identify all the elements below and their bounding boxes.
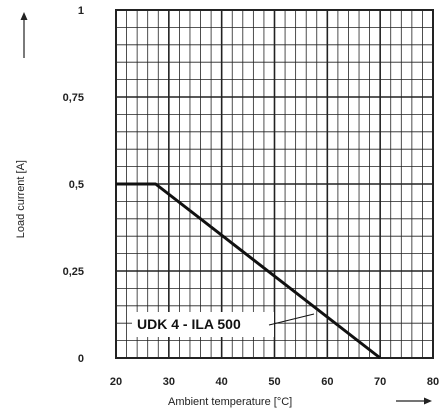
series-layer [116, 182, 382, 360]
y-axis-label: Load current [A] [15, 160, 27, 238]
x-tick-label: 70 [374, 376, 386, 388]
x-tick-label: 30 [163, 376, 175, 388]
y-tick-label: 0 [78, 353, 84, 365]
annotation-layer: UDK 4 - ILA 500 [132, 312, 315, 337]
annotation-background [132, 312, 274, 337]
y-tick-label: 0,25 [63, 266, 84, 278]
tick-labels: 20 30 40 50 60 70 80 0 0,25 0,5 0,75 1 [63, 5, 440, 388]
x-axis-label: Ambient temperature [°C] [168, 396, 292, 408]
x-tick-label: 20 [110, 376, 122, 388]
axis-arrows [20, 12, 432, 405]
annotation-label: UDK 4 - ILA 500 [137, 316, 241, 332]
annotation-leader-line [268, 313, 315, 326]
x-tick-label: 80 [427, 376, 439, 388]
y-tick-label: 0,75 [63, 92, 84, 104]
x-tick-label: 50 [268, 376, 280, 388]
x-tick-label: 60 [321, 376, 333, 388]
x-axis-arrow-icon [424, 397, 432, 405]
x-tick-label: 40 [216, 376, 228, 388]
y-axis-arrow-icon [20, 12, 28, 20]
y-tick-label: 0,5 [69, 179, 84, 191]
series-line-udk-4-ila-500 [116, 182, 382, 360]
axis-labels: Ambient temperature [°C] Load current [A… [15, 160, 292, 408]
y-tick-label: 1 [78, 5, 84, 17]
